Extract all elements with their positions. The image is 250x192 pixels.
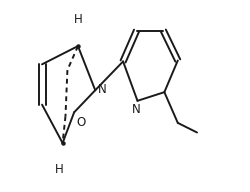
Text: O: O — [76, 116, 86, 129]
Text: H: H — [54, 163, 63, 176]
Text: N: N — [132, 103, 141, 116]
Text: N: N — [98, 83, 106, 96]
Text: H: H — [74, 13, 82, 26]
